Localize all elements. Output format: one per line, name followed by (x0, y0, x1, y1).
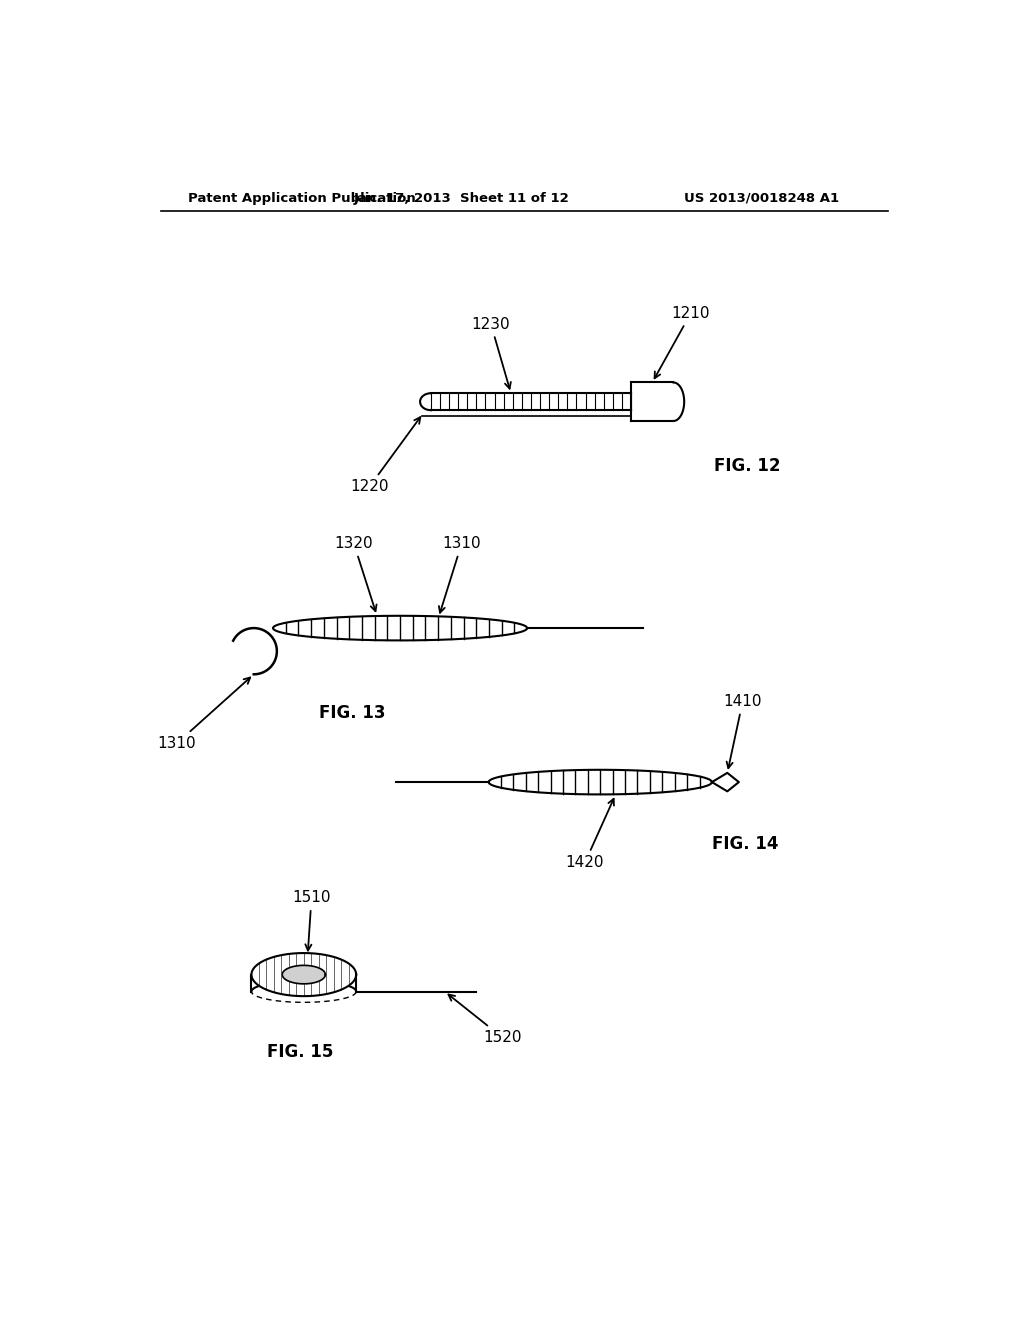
Polygon shape (283, 965, 326, 983)
Text: 1220: 1220 (350, 417, 420, 495)
Text: 1230: 1230 (472, 317, 511, 388)
Text: 1510: 1510 (292, 890, 331, 950)
Text: 1420: 1420 (565, 799, 614, 870)
Polygon shape (273, 616, 527, 640)
Text: FIG. 14: FIG. 14 (712, 834, 778, 853)
Polygon shape (488, 770, 712, 795)
Text: FIG. 15: FIG. 15 (267, 1043, 333, 1060)
Text: 1520: 1520 (449, 994, 521, 1045)
Text: US 2013/0018248 A1: US 2013/0018248 A1 (684, 191, 840, 205)
Text: 1310: 1310 (439, 536, 481, 612)
Text: FIG. 12: FIG. 12 (714, 458, 780, 475)
Text: 1210: 1210 (654, 306, 710, 379)
Text: 1310: 1310 (158, 677, 250, 751)
Text: 1320: 1320 (335, 536, 377, 611)
Polygon shape (712, 774, 739, 792)
Text: 1410: 1410 (724, 694, 762, 768)
Polygon shape (252, 953, 356, 997)
Text: FIG. 13: FIG. 13 (319, 704, 386, 722)
Text: Jan. 17, 2013  Sheet 11 of 12: Jan. 17, 2013 Sheet 11 of 12 (353, 191, 569, 205)
Text: Patent Application Publication: Patent Application Publication (188, 191, 416, 205)
